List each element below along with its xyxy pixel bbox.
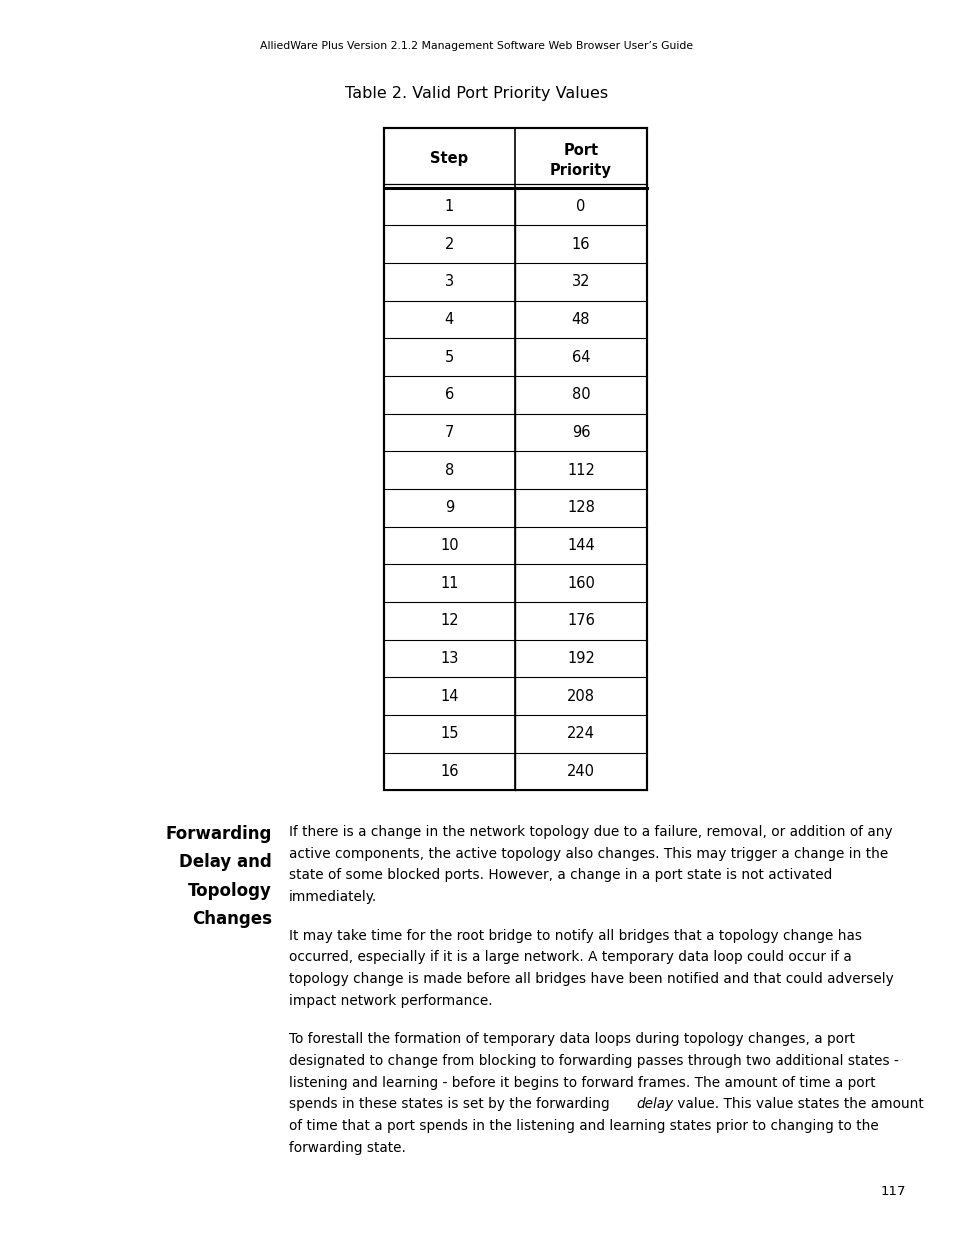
Text: 208: 208 [566, 689, 595, 704]
Text: forwarding state.: forwarding state. [289, 1141, 406, 1155]
Text: 80: 80 [571, 388, 590, 403]
Text: Step: Step [430, 151, 468, 165]
Text: 160: 160 [566, 576, 595, 590]
Bar [383, 128, 646, 790]
Text: 48: 48 [571, 312, 590, 327]
Text: 6: 6 [444, 388, 454, 403]
Text: impact network performance.: impact network performance. [289, 994, 492, 1008]
Text: It may take time for the root bridge to notify all bridges that a topology chang: It may take time for the root bridge to … [289, 929, 862, 942]
Text: 176: 176 [566, 614, 595, 629]
Text: Forwarding: Forwarding [165, 825, 272, 844]
Text: 192: 192 [566, 651, 595, 666]
Text: Table 2. Valid Port Priority Values: Table 2. Valid Port Priority Values [345, 86, 608, 101]
Text: listening and learning - before it begins to forward frames. The amount of time : listening and learning - before it begin… [289, 1076, 875, 1089]
Text: To forestall the formation of temporary data loops during topology changes, a po: To forestall the formation of temporary … [289, 1032, 854, 1046]
Text: 8: 8 [444, 463, 454, 478]
Text: delay: delay [637, 1098, 674, 1112]
Text: 15: 15 [439, 726, 458, 741]
Text: Changes: Changes [192, 910, 272, 929]
Text: 5: 5 [444, 350, 454, 364]
Text: 14: 14 [439, 689, 458, 704]
Text: of time that a port spends in the listening and learning states prior to changin: of time that a port spends in the listen… [289, 1119, 878, 1132]
Text: 13: 13 [439, 651, 458, 666]
Text: 4: 4 [444, 312, 454, 327]
Text: 9: 9 [444, 500, 454, 515]
Text: If there is a change in the network topology due to a failure, removal, or addit: If there is a change in the network topo… [289, 825, 892, 839]
Text: topology change is made before all bridges have been notified and that could adv: topology change is made before all bridg… [289, 972, 893, 986]
Text: Priority: Priority [550, 163, 611, 178]
Text: 144: 144 [566, 538, 595, 553]
Text: 7: 7 [444, 425, 454, 440]
Text: 1: 1 [444, 199, 454, 214]
Text: 16: 16 [571, 237, 590, 252]
Text: 2: 2 [444, 237, 454, 252]
Text: 128: 128 [566, 500, 595, 515]
Text: 240: 240 [566, 764, 595, 779]
Text: value. This value states the amount: value. This value states the amount [673, 1098, 923, 1112]
Text: 32: 32 [571, 274, 590, 289]
Text: Port: Port [563, 143, 598, 158]
Text: 12: 12 [439, 614, 458, 629]
Text: state of some blocked ports. However, a change in a port state is not activated: state of some blocked ports. However, a … [289, 868, 831, 882]
Text: spends in these states is set by the forwarding: spends in these states is set by the for… [289, 1098, 614, 1112]
Text: designated to change from blocking to forwarding passes through two additional s: designated to change from blocking to fo… [289, 1055, 898, 1068]
Text: 64: 64 [571, 350, 590, 364]
Text: AlliedWare Plus Version 2.1.2 Management Software Web Browser User’s Guide: AlliedWare Plus Version 2.1.2 Management… [260, 41, 693, 51]
Text: occurred, especially if it is a large network. A temporary data loop could occur: occurred, especially if it is a large ne… [289, 951, 851, 965]
Text: 10: 10 [439, 538, 458, 553]
Text: 224: 224 [566, 726, 595, 741]
Text: active components, the active topology also changes. This may trigger a change i: active components, the active topology a… [289, 847, 887, 861]
Text: 0: 0 [576, 199, 585, 214]
Text: 112: 112 [566, 463, 595, 478]
Text: 3: 3 [444, 274, 454, 289]
Text: 11: 11 [439, 576, 458, 590]
Text: Delay and: Delay and [179, 853, 272, 872]
Text: 117: 117 [880, 1184, 905, 1198]
Text: immediately.: immediately. [289, 890, 377, 904]
Text: 96: 96 [571, 425, 590, 440]
Text: 16: 16 [439, 764, 458, 779]
Text: Topology: Topology [188, 882, 272, 900]
